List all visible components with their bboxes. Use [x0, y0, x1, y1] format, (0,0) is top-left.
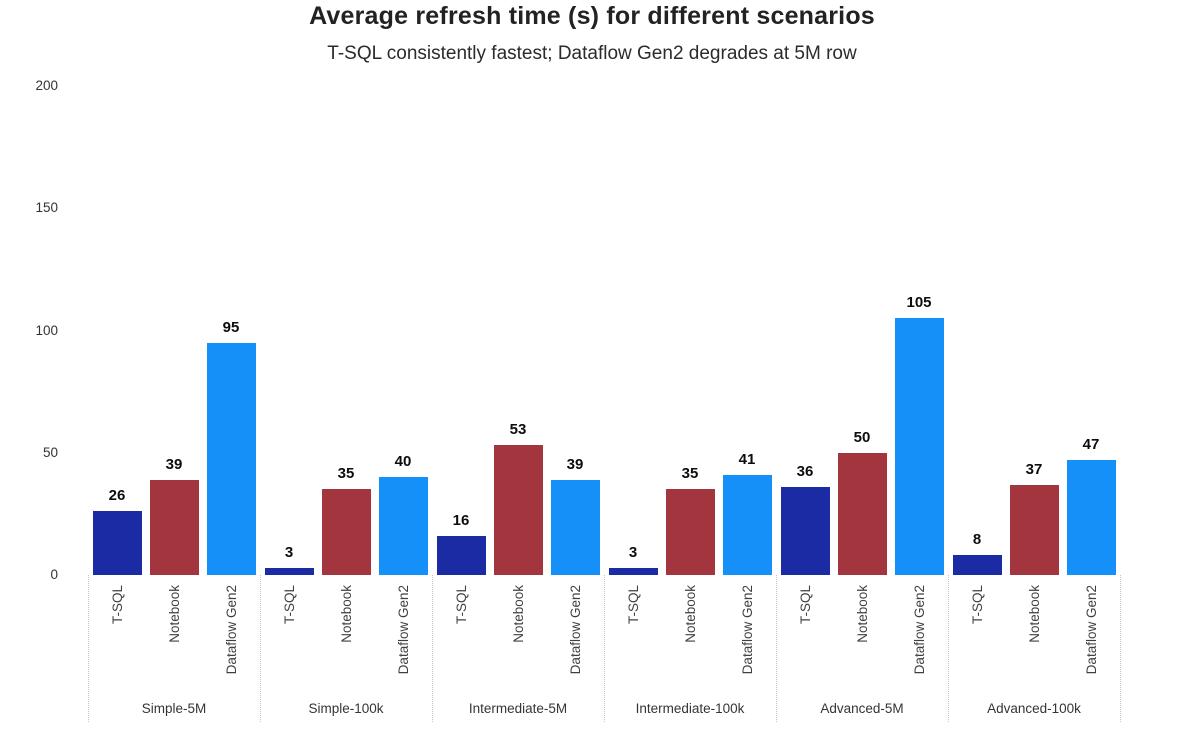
bar-value-label: 36: [796, 462, 814, 480]
group-separator: [1120, 575, 1121, 722]
bar-value-label: 26: [108, 487, 126, 505]
bar-value-label: 3: [284, 543, 294, 561]
bar-group: 8 37 47: [948, 86, 1120, 575]
x-tick-label-group: T-SQL Notebook Dataflow Gen2: [88, 585, 260, 697]
bar: 36: [780, 463, 830, 575]
group-separator: [948, 575, 949, 722]
bar-value-label: 40: [394, 453, 412, 471]
x-tick-label: T-SQL: [625, 585, 641, 625]
x-tick-label-group: T-SQL Notebook Dataflow Gen2: [776, 585, 948, 697]
x-tick-label: T-SQL: [453, 585, 469, 625]
x-tick-label: Notebook: [166, 585, 182, 643]
x-tick-label: Dataflow Gen2: [567, 585, 583, 675]
bar-value-label: 50: [853, 428, 871, 446]
x-tick-label: Notebook: [854, 585, 870, 643]
group-separator: [776, 575, 777, 722]
bar-value-label: 16: [452, 511, 470, 529]
bar-value-label: 8: [972, 531, 982, 549]
bar-group: 3 35 40: [260, 86, 432, 575]
x-tick-label: Notebook: [338, 585, 354, 643]
chart-subtitle: T-SQL consistently fastest; Dataflow Gen…: [327, 43, 857, 64]
group-separator: [432, 575, 433, 722]
chart-title: Average refresh time (s) for different s…: [309, 2, 875, 30]
bar: 3: [264, 544, 314, 575]
bar: 37: [1009, 461, 1059, 575]
bar-group: 26 39 95: [88, 86, 260, 575]
bar: 105: [894, 294, 944, 575]
group-label: Advanced-100k: [987, 701, 1081, 716]
bar: 53: [493, 421, 543, 575]
x-tick-label: Notebook: [510, 585, 526, 643]
bar: 16: [436, 512, 486, 575]
bar-value-label: 39: [165, 455, 183, 473]
x-tick-label: T-SQL: [797, 585, 813, 625]
bar-value-label: 95: [222, 318, 240, 336]
bar-value-label: 37: [1025, 460, 1043, 478]
y-axis: 0 50 100 150 200: [0, 0, 58, 746]
x-tick-label: Dataflow Gen2: [395, 585, 411, 675]
x-tick-label: Dataflow Gen2: [911, 585, 927, 675]
bar-value-label: 35: [681, 465, 699, 483]
x-tick-label-group: T-SQL Notebook Dataflow Gen2: [260, 585, 432, 697]
bar: 41: [722, 451, 772, 575]
x-tick-label: T-SQL: [969, 585, 985, 625]
bar: 8: [952, 531, 1002, 575]
bar-value-label: 53: [509, 421, 527, 439]
x-tick-label: Dataflow Gen2: [739, 585, 755, 675]
plot-area: 26 39 95 3 35 40 16 53 39 3 35 41 36 50 105 8 37 47: [88, 86, 1120, 575]
y-tick-label: 200: [35, 78, 58, 93]
bar-value-label: 39: [566, 455, 584, 473]
x-tick-label: Dataflow Gen2: [223, 585, 239, 675]
bar: 40: [378, 453, 428, 575]
bar: 95: [206, 319, 256, 575]
y-tick-label: 100: [35, 322, 58, 338]
group-label: Advanced-5M: [820, 701, 904, 716]
bar: 26: [92, 487, 142, 575]
group-label: Intermediate-5M: [468, 701, 568, 716]
group-labels: Simple-5M Simple-100k Intermediate-5M Inter…: [88, 699, 1120, 719]
bar-group: 36 50 105: [776, 86, 948, 575]
x-tick-label: Dataflow Gen2: [1083, 585, 1099, 675]
bar: 35: [665, 465, 715, 575]
x-tick-label-group: T-SQL Notebook Dataflow Gen2: [948, 585, 1120, 697]
bar-value-label: 41: [738, 450, 756, 468]
group-separator: [260, 575, 261, 722]
x-tick-label: Notebook: [682, 585, 698, 643]
bar-value-label: 105: [906, 294, 932, 312]
y-tick-label: 0: [50, 567, 58, 582]
x-tick-label: T-SQL: [281, 585, 297, 625]
bar-group: 16 53 39: [432, 86, 604, 575]
y-tick-label: 150: [35, 200, 58, 216]
bar: 47: [1066, 436, 1116, 575]
x-tick-label-group: T-SQL Notebook Dataflow Gen2: [604, 585, 776, 697]
bar: 35: [321, 465, 371, 575]
group-separator: [604, 575, 605, 722]
bar: 3: [608, 544, 658, 575]
bar-group: 3 35 41: [604, 86, 776, 575]
x-tick-label: Notebook: [1026, 585, 1042, 643]
x-tick-label-group: T-SQL Notebook Dataflow Gen2: [432, 585, 604, 697]
bar-value-label: 47: [1082, 436, 1100, 454]
group-label: Simple-100k: [308, 701, 384, 716]
group-label: Intermediate-100k: [635, 701, 745, 716]
bar-value-label: 3: [628, 543, 638, 561]
x-tick-label: T-SQL: [109, 585, 125, 625]
group-label: Simple-5M: [141, 701, 207, 716]
bar: 39: [149, 456, 199, 575]
group-separator: [88, 575, 89, 722]
bar-value-label: 35: [337, 465, 355, 483]
bar: 50: [837, 429, 887, 575]
bar: 39: [550, 456, 600, 575]
y-tick-label: 50: [42, 444, 58, 460]
